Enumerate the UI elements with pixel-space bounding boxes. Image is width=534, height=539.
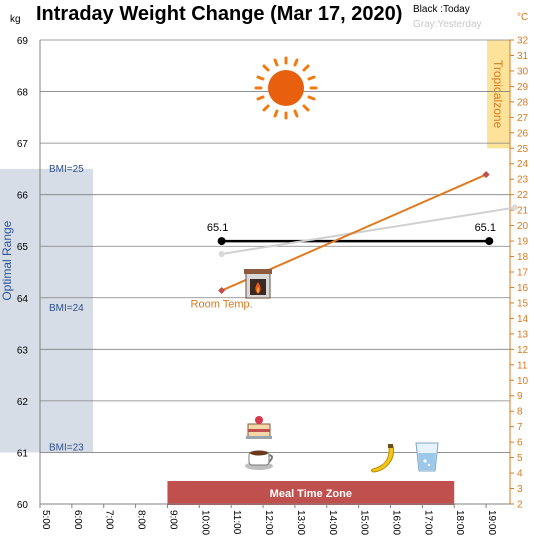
y2-tick-label: 16: [517, 283, 529, 294]
grid-lines: [40, 39, 510, 505]
y2-tick-label: 21: [517, 206, 529, 217]
x-tick-label: 12:00: [263, 510, 274, 535]
y2-tick-labels: 2345678910111213141516171819202122232425…: [517, 36, 529, 511]
y2-tick-label: 23: [517, 175, 529, 186]
y2-tick-label: 22: [517, 190, 529, 201]
x-tick-label: 17:00: [422, 510, 433, 535]
meal-time-zone-band: [167, 481, 455, 505]
data-point-room-temp: [482, 171, 490, 179]
x-tick-label: 18:00: [454, 510, 465, 535]
y-tick-label: 69: [17, 36, 29, 47]
y2-tick-label: 11: [517, 360, 528, 371]
bmi-label: BMI=25: [49, 164, 84, 175]
sun-icon: [254, 56, 318, 120]
y2-tick-label: 26: [517, 128, 529, 139]
optimal-range-label: Optimal Range: [0, 220, 14, 300]
y2-tick-label: 19: [517, 237, 529, 248]
y2-tick-label: 7: [517, 422, 523, 433]
legend-today: Black :Today: [413, 4, 470, 15]
y2-tick-label: 12: [517, 345, 529, 356]
tropical-zone-label: Tropicalzone: [491, 60, 505, 129]
y-tick-label: 68: [17, 88, 29, 99]
data-label-today: 65.1: [475, 222, 496, 234]
y2-tick-label: 25: [517, 144, 529, 155]
bmi-label: BMI=24: [49, 303, 84, 314]
x-tick-label: 10:00: [199, 510, 210, 535]
y2-tick-label: 5: [517, 453, 523, 464]
y2-tick-label: 31: [517, 51, 529, 62]
y-tick-label: 67: [17, 139, 29, 150]
optimal-range-band: [0, 168, 93, 453]
y-axis-unit: kg: [10, 14, 21, 25]
x-tick-label: 13:00: [295, 510, 306, 535]
x-tick-label: 16:00: [391, 510, 402, 535]
data-point-yesterday: [218, 250, 225, 257]
x-tick-label: 15:00: [359, 510, 370, 535]
y2-tick-label: 17: [517, 268, 529, 279]
x-tick-label: 19:00: [486, 510, 497, 535]
y2-tick-label: 8: [517, 407, 523, 418]
data-point-room-temp: [218, 287, 226, 295]
x-tick-label: 5:00: [40, 510, 51, 530]
y2-tick-label: 32: [517, 36, 529, 47]
bmi-label: BMI=23: [49, 442, 84, 453]
y2-tick-label: 24: [517, 159, 529, 170]
x-tick-label: 6:00: [72, 510, 83, 530]
x-tick-labels: 5:00 6:00 7:00 8:00 9:00 10:00 11:00 12:00 13:00…: [40, 510, 497, 535]
legend-yesterday: Gray:Yesterday: [413, 19, 482, 30]
y-tick-label: 63: [17, 345, 29, 356]
coffee-icon: [245, 450, 273, 470]
banana-icon: [371, 444, 395, 473]
water-glass-icon: [415, 442, 439, 472]
y2-tick-label: 6: [517, 438, 523, 449]
y2-tick-label: 14: [517, 314, 529, 325]
y-tick-label: 66: [17, 191, 29, 202]
x-tick-label: 7:00: [104, 510, 115, 530]
x-tick-label: 14:00: [327, 510, 338, 535]
y2-tick-label: 9: [517, 391, 523, 402]
bmi-labels: BMI=25 BMI=24 BMI=23: [49, 164, 84, 453]
x-tick-label: 11:00: [231, 510, 242, 535]
data-label-today: 65.1: [207, 222, 228, 234]
y2-tick-label: 4: [517, 469, 523, 480]
cake-icon: [246, 416, 272, 439]
tropical-zone-band: [487, 40, 510, 149]
y-tick-labels: 60 61 62 63 64 65 66 67 68 69: [17, 36, 29, 511]
y-tick-label: 64: [17, 294, 29, 305]
y2-tick-label: 13: [517, 329, 529, 340]
meal-time-zone-label: Meal Time Zone: [270, 488, 352, 500]
y-tick-label: 62: [17, 397, 29, 408]
y2-tick-label: 18: [517, 252, 529, 263]
y2-tick-label: 30: [517, 66, 529, 77]
y2-tick-label: 27: [517, 113, 529, 124]
room-temp-label: Room Temp.: [191, 299, 253, 311]
y2-tick-label: 29: [517, 82, 529, 93]
data-point-yesterday: [511, 204, 518, 211]
x-tick-label: 9:00: [167, 510, 178, 530]
y2-tick-label: 2: [517, 500, 523, 511]
y2-tick-label: 28: [517, 97, 529, 108]
x-tick-label: 8:00: [136, 510, 147, 530]
axes: [39, 39, 514, 508]
data-point-today: [217, 237, 226, 246]
data-point-today: [485, 237, 494, 246]
y-tick-label: 60: [17, 500, 29, 511]
y2-tick-label: 20: [517, 221, 529, 232]
y2-tick-label: 15: [517, 298, 529, 309]
chart-title: Intraday Weight Change (Mar 17, 2020): [36, 3, 402, 25]
y2-axis-unit: °C: [517, 12, 528, 23]
series-line-yesterday: [221, 206, 515, 255]
y-tick-label: 61: [17, 448, 29, 459]
fireplace-icon: [244, 269, 272, 299]
y-tick-label: 65: [17, 242, 29, 253]
y2-tick-label: 10: [517, 376, 529, 387]
y2-tick-label: 3: [517, 484, 523, 495]
